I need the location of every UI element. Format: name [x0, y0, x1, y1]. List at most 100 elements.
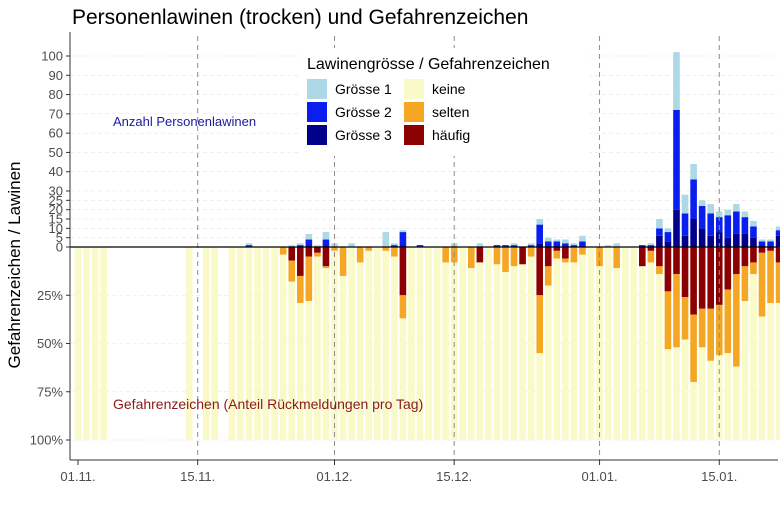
bar-avalanche-g3 — [690, 219, 697, 247]
bar-signs-keine — [322, 268, 330, 440]
bar-avalanche-g1 — [579, 235, 586, 242]
bar-signs-selten — [288, 260, 296, 282]
bar-avalanche-g2 — [322, 239, 330, 246]
bar-signs-selten — [365, 247, 372, 251]
bar-signs-keine — [733, 366, 740, 440]
bar-signs-selten — [536, 295, 543, 354]
bar-signs-selten — [664, 291, 672, 350]
bar-avalanche-g3 — [698, 228, 706, 247]
bar-signs-haeufig — [399, 247, 407, 296]
bar-avalanche-g1 — [656, 219, 663, 229]
bar-signs-haeufig — [476, 247, 484, 263]
y-tick-label: 25 — [49, 193, 63, 208]
y-axis-label: Gefahrenzeichen / Lawinen — [5, 162, 24, 369]
bar-avalanche-g2 — [707, 213, 714, 236]
bar-signs-haeufig — [656, 247, 663, 267]
bar-avalanche-g1 — [476, 243, 484, 247]
bar-signs-keine — [288, 281, 296, 440]
bar-signs-selten — [553, 250, 561, 259]
bar-avalanche-g2 — [673, 110, 680, 210]
bar-avalanche-g2 — [750, 226, 757, 238]
bar-avalanche-g3 — [741, 233, 749, 247]
bar-signs-selten — [442, 247, 449, 263]
bar-signs-keine — [416, 247, 424, 440]
bar-signs-keine — [83, 247, 90, 440]
bar-signs-keine — [510, 266, 518, 440]
bar-signs-haeufig — [724, 247, 732, 290]
bar-avalanche-g3 — [656, 235, 663, 247]
bar-signs-selten — [767, 250, 774, 303]
bar-avalanche-g1 — [673, 52, 680, 110]
annotation-danger-signs: Gefahrenzeichen (Anteil Rückmeldungen pr… — [113, 396, 423, 412]
bar-avalanche-g1 — [767, 239, 774, 242]
bar-avalanche-g1 — [681, 194, 689, 214]
bar-signs-keine — [758, 316, 766, 440]
bar-avalanche-g1 — [707, 204, 714, 214]
bar-signs-keine — [399, 318, 407, 440]
bar-signs-selten — [527, 247, 535, 257]
legend-label-g1: Grösse 1 — [335, 81, 392, 97]
y-tick-label: 100 — [41, 49, 63, 64]
y-tick-label: 5 — [56, 230, 63, 245]
bar-signs-keine — [271, 247, 278, 440]
bar-signs-haeufig — [544, 247, 552, 267]
bar-signs-keine — [254, 247, 261, 440]
bar-avalanche-g2 — [391, 245, 398, 247]
bar-signs-selten — [314, 252, 321, 257]
bar-signs-keine — [373, 247, 381, 440]
bar-avalanche-g3 — [758, 245, 766, 247]
bar-signs-haeufig — [715, 247, 723, 305]
bar-signs-keine — [544, 285, 552, 440]
bar-signs-selten — [493, 247, 501, 265]
x-tick-label: 15.11. — [180, 469, 215, 484]
legend-label-haeufig: häufig — [432, 127, 470, 143]
bar-avalanche-g3 — [775, 235, 780, 247]
y-tick-label: 15 — [49, 212, 63, 227]
bar-avalanche-g2 — [297, 245, 304, 247]
bar-avalanche-g1 — [322, 232, 330, 240]
legend-items: Grösse 1 keine Grösse 2 selten Grösse 3 häufi… — [307, 79, 470, 145]
legend: Lawinengrösse / Gefahrenzeichen Grösse 1… — [300, 48, 590, 156]
bar-avalanche-g3 — [733, 233, 740, 247]
bar-signs-haeufig — [305, 247, 313, 257]
bar-signs-haeufig — [741, 247, 749, 267]
month-reference-lines — [197, 36, 720, 460]
bar-signs-selten — [750, 262, 757, 275]
bar-avalanche-g1 — [348, 243, 355, 247]
bar-signs-keine — [767, 302, 774, 440]
legend-label-selten: selten — [432, 104, 469, 120]
bar-signs-keine — [202, 247, 210, 440]
bar-signs-selten — [741, 266, 749, 302]
bar-signs-keine — [391, 256, 398, 440]
bar-avalanche-g2 — [245, 245, 253, 247]
bar-avalanche-g1 — [698, 200, 706, 206]
bar-avalanche-g1 — [510, 243, 518, 246]
bar-signs-selten — [681, 297, 689, 340]
bar-signs-selten — [579, 247, 586, 255]
y-tick-label: 25% — [37, 288, 63, 303]
bar-signs-keine — [74, 247, 82, 440]
bar-signs-selten — [356, 247, 364, 263]
bar-signs-selten — [544, 266, 552, 286]
bar-avalanche-g2 — [399, 232, 407, 246]
bar-signs-selten — [715, 304, 723, 356]
bar-avalanche-g2 — [527, 245, 535, 247]
bar-signs-keine — [673, 347, 680, 440]
bar-signs-haeufig — [314, 247, 321, 253]
bar-signs-selten — [673, 274, 680, 348]
bar-avalanche-g2 — [536, 224, 543, 244]
bar-avalanche-g1 — [391, 243, 398, 246]
legend-swatch-g3 — [307, 125, 327, 145]
bar-signs-keine — [502, 272, 509, 440]
y-tick-label: 10 — [49, 221, 63, 236]
bar-avalanche-g2 — [767, 241, 774, 247]
bar-avalanche-g1 — [758, 239, 766, 242]
bar-avalanche-g3 — [322, 245, 330, 247]
bar-avalanche-g2 — [698, 205, 706, 229]
y-tick-label: 0 — [56, 240, 63, 255]
bar-signs-selten — [698, 308, 706, 348]
legend-label-keine: keine — [432, 81, 466, 97]
bar-signs-keine — [562, 262, 569, 440]
